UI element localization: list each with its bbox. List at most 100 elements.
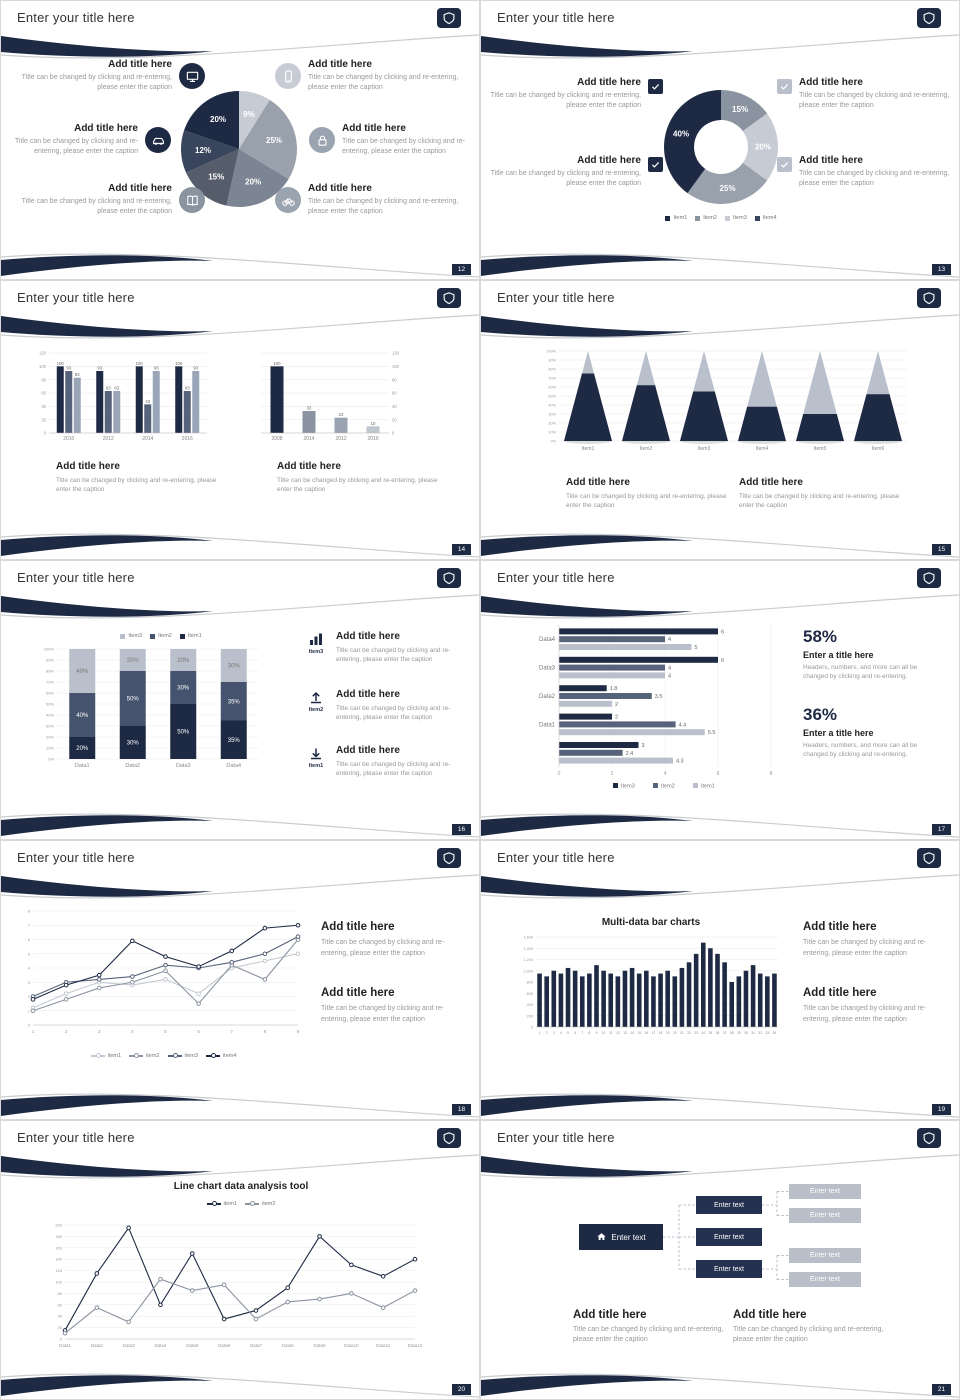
block-title: Add title here: [336, 689, 400, 700]
legend-item: Item1: [665, 215, 687, 221]
svg-text:4: 4: [28, 966, 31, 971]
block-caption: Title can be changed by clicking and re-…: [277, 477, 438, 494]
legend-item: Item4: [754, 215, 777, 221]
block-title: Add title here: [803, 987, 877, 999]
svg-text:Data1: Data1: [539, 722, 556, 728]
slide-page-14[interactable]: 0 20 40 60 80 100 120 100 93 83 2010 93 63 63 2012 100 4…: [1, 281, 479, 559]
callout-title: Add title here: [577, 77, 641, 88]
svg-text:70%: 70%: [46, 680, 54, 685]
svg-text:90%: 90%: [46, 658, 54, 663]
slide-page-19[interactable]: Multi-data bar charts 0 200 400 600 800 1,000…: [481, 841, 959, 1119]
svg-text:24: 24: [701, 1031, 705, 1035]
block-caption: Title can be changed by clicking and re-…: [321, 1005, 445, 1023]
slide-page-21[interactable]: Enter text Enter text Enter text Enter t…: [481, 1121, 959, 1399]
block-caption: Title can be changed by clicking and re-…: [336, 761, 451, 778]
svg-text:12: 12: [616, 1031, 620, 1035]
top-swoosh-decoration: [481, 314, 959, 339]
svg-text:1.8: 1.8: [610, 686, 618, 692]
page-number: 15: [932, 544, 951, 555]
block-title: Add title here: [277, 461, 341, 472]
svg-text:32: 32: [758, 1031, 762, 1035]
text-block: Add title here Title can be changed by c…: [321, 921, 469, 959]
svg-text:Data3: Data3: [539, 666, 556, 672]
svg-text:Data4: Data4: [539, 637, 556, 643]
logo-badge: [917, 568, 941, 588]
chart-title: Multi-data bar charts: [601, 917, 701, 928]
slide-page-17[interactable]: 0 2 4 6 8 Data4 6 4 5 Data3 6 4 4 Data2 1.8 3.5 2 Data1 2 4…: [481, 561, 959, 839]
svg-text:3: 3: [642, 743, 645, 749]
svg-text:120: 120: [392, 351, 400, 356]
text-block: Add title here Title can be changed by c…: [803, 921, 951, 959]
svg-text:600: 600: [527, 992, 533, 996]
svg-text:0: 0: [392, 431, 395, 436]
callout-block: Add title here Title can be changed by c…: [777, 77, 951, 111]
lock-icon: [309, 127, 335, 153]
svg-text:40%: 40%: [76, 669, 89, 675]
svg-text:6: 6: [721, 658, 724, 664]
slide-page-12[interactable]: 9% 25% 20% 15% 12% 20% Add title here Title c…: [1, 1, 479, 279]
page-number: 16: [452, 824, 471, 835]
legend-item: item2: [245, 1201, 275, 1207]
svg-text:20%: 20%: [177, 658, 190, 664]
bottom-swoosh-decoration: [481, 253, 959, 278]
block-title: Add title here: [566, 477, 630, 488]
callout-block: Add title here Title can be changed by c…: [275, 183, 473, 217]
slide-page-16[interactable]: Item3 Item2 Item1 0% 10% 20% 30% 40% 50% 60% 70% 8…: [1, 561, 479, 839]
logo-badge: [917, 288, 941, 308]
svg-text:40: 40: [58, 1314, 63, 1319]
slide-page-15[interactable]: 0% 10% 20% 30% 40% 50% 60% 70% 80% 90% 100% Item1 It…: [481, 281, 959, 559]
svg-text:93: 93: [97, 366, 102, 371]
svg-text:20%: 20%: [127, 658, 140, 664]
svg-text:100: 100: [273, 361, 281, 366]
checkbox-icon: [648, 157, 663, 172]
top-swoosh-decoration: [1, 594, 479, 619]
svg-text:800: 800: [527, 981, 533, 985]
text-block: Add title here Title can be changed by c…: [803, 987, 951, 1025]
callout-title: Add title here: [108, 59, 172, 70]
shield-icon: [443, 571, 455, 584]
bottom-swoosh-decoration: [1, 253, 479, 278]
slide-page-20[interactable]: Line chart data analysis tool item1 item2…: [1, 1121, 479, 1399]
svg-text:40%: 40%: [46, 713, 54, 718]
svg-text:4: 4: [668, 673, 671, 679]
slide-page-13[interactable]: 15% 20% 25% 40% Item1 Item2 Item3 Item4 Add ti…: [481, 1, 959, 279]
book-icon: [179, 187, 205, 213]
svg-text:2010: 2010: [367, 436, 378, 442]
svg-text:1,200: 1,200: [523, 958, 533, 962]
callout-block: Add title here Title can be changed by c…: [489, 155, 663, 189]
svg-text:40%: 40%: [548, 404, 556, 408]
svg-text:Item5: Item5: [814, 446, 827, 452]
svg-text:28: 28: [730, 1031, 734, 1035]
svg-text:Data3: Data3: [176, 763, 191, 769]
svg-text:60: 60: [41, 391, 46, 396]
svg-text:3: 3: [28, 980, 31, 985]
svg-text:40: 40: [41, 404, 46, 409]
callout-block: Add title here Title can be changed by c…: [489, 77, 663, 111]
svg-text:6: 6: [717, 771, 720, 777]
callout-title: Add title here: [799, 155, 863, 166]
svg-text:4: 4: [668, 637, 671, 643]
page-number: 13: [932, 264, 951, 275]
svg-text:14: 14: [630, 1031, 634, 1035]
svg-text:23: 23: [339, 412, 344, 417]
svg-text:7: 7: [230, 1029, 233, 1034]
slide-title: Enter your title here: [497, 1130, 615, 1145]
checkbox-icon: [777, 157, 792, 172]
svg-text:9%: 9%: [243, 110, 255, 119]
slide-title: Enter your title here: [17, 1130, 135, 1145]
svg-text:100%: 100%: [546, 350, 556, 354]
svg-text:0: 0: [28, 1023, 31, 1028]
svg-text:120: 120: [39, 351, 47, 356]
block-title: Add title here: [739, 477, 803, 488]
diagram-node-label: Enter text: [810, 1188, 840, 1195]
callout-caption: Title can be changed by clicking and re-…: [308, 198, 459, 215]
slide-title: Enter your title here: [17, 10, 135, 25]
svg-text:4.4: 4.4: [679, 722, 687, 728]
block-title: Add title here: [803, 921, 877, 933]
svg-text:100: 100: [175, 361, 183, 366]
feature-item-label: Item1: [308, 763, 324, 769]
svg-text:93: 93: [154, 366, 159, 371]
text-block: Add title here Title can be changed by c…: [573, 1309, 733, 1345]
svg-text:40%: 40%: [76, 713, 89, 719]
